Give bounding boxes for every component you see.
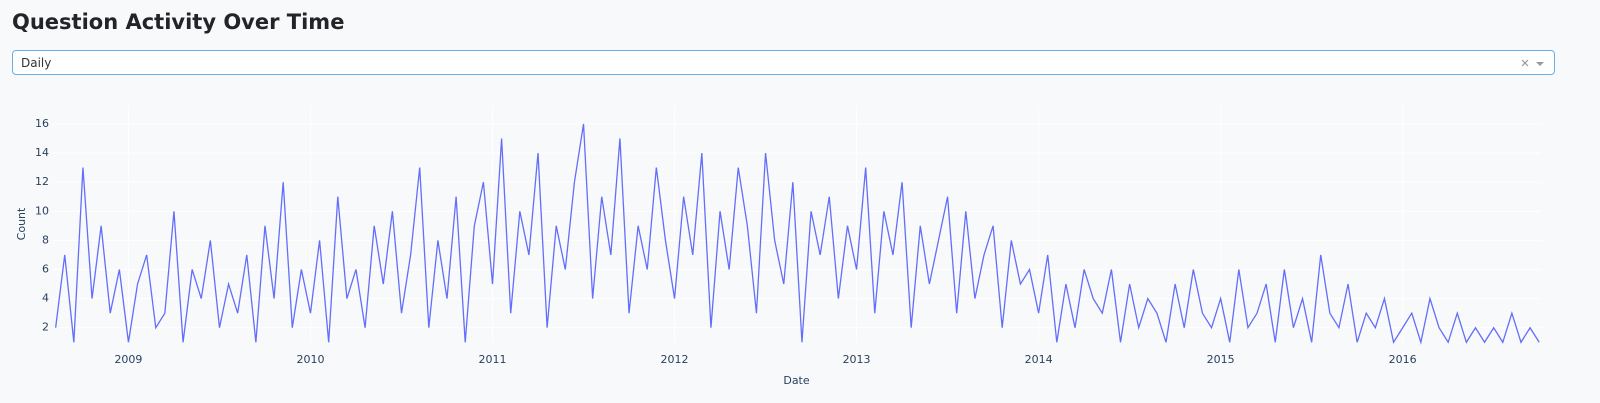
data-line (54, 123, 1540, 345)
y-tick-label: 12 (35, 175, 49, 188)
x-tick-label: 2014 (1025, 353, 1053, 366)
y-tick-label: 14 (35, 146, 49, 159)
y-tick-label: 16 (35, 117, 49, 130)
x-tick-label: 2009 (114, 353, 142, 366)
page-title: Question Activity Over Time (12, 10, 345, 34)
x-axis-label: Date (783, 374, 810, 387)
x-tick-label: 2016 (1389, 353, 1417, 366)
y-tick-label: 4 (42, 292, 49, 305)
x-tick-label: 2011 (479, 353, 507, 366)
dropdown-controls[interactable] (1520, 57, 1548, 69)
x-tick-label: 2012 (661, 353, 689, 366)
dropdown[interactable]: Daily (12, 50, 1555, 75)
y-tick-label: 8 (42, 233, 49, 246)
x-tick-label: 2010 (296, 353, 324, 366)
dropdown-value: Daily (21, 56, 52, 70)
y-tick-label: 2 (42, 321, 49, 334)
y-axis-label: Count (15, 207, 28, 240)
x-tick-label: 2013 (843, 353, 871, 366)
y-tick-label: 6 (42, 262, 49, 275)
x-tick-label: 2015 (1207, 353, 1235, 366)
chart: 2 4 6 8 10 12 14 16 2009 2010 2011 2012 2013 2014 2015… (15, 105, 1541, 387)
y-tick-label: 10 (35, 204, 49, 217)
